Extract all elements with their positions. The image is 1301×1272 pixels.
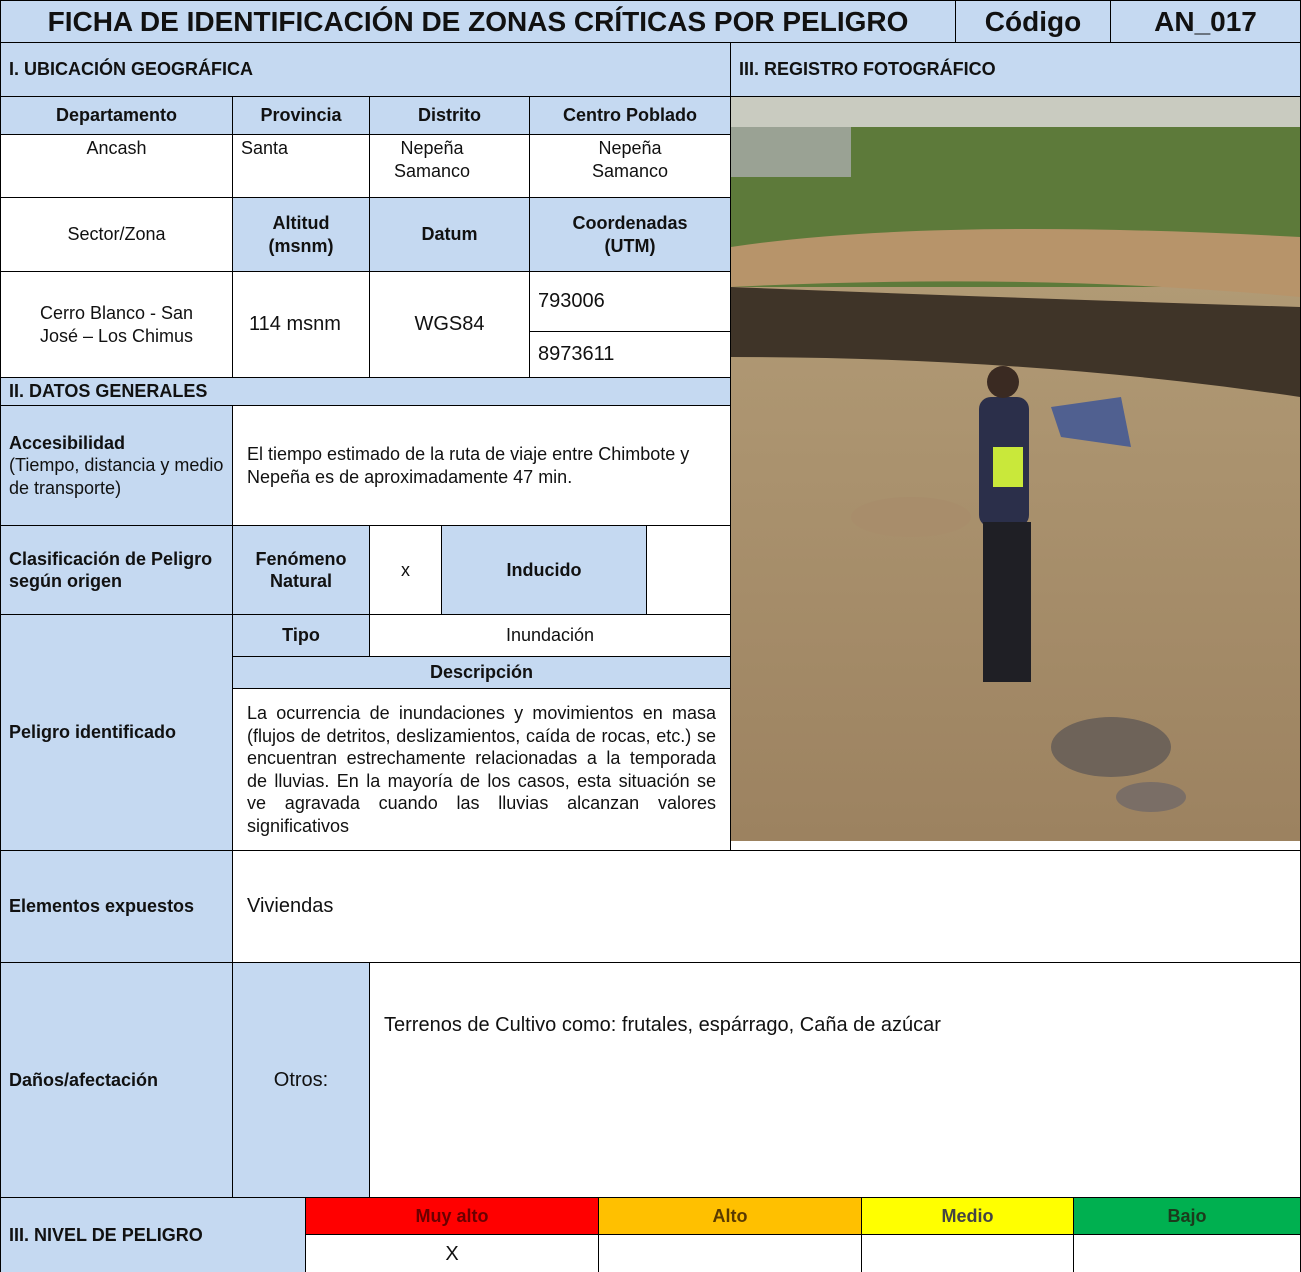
text-cell: Terrenos de Cultivo como: frutales, espá… [369, 962, 1301, 1198]
header-cell: Datum [369, 197, 530, 272]
label-cell: Accesibilidad (Tiempo, distancia y medio… [0, 405, 233, 526]
value-cell: 114 msnm [232, 271, 370, 378]
label-cell: Clasificación de Peligro según origen [0, 525, 233, 615]
value-cell: Cerro Blanco - San José – Los Chimus [0, 271, 233, 378]
section-title: II. DATOS GENERALES [0, 377, 731, 406]
value-cell: Inundación [369, 614, 731, 657]
empty-cell [646, 525, 731, 615]
value-cell: Nepeña Samanco [369, 134, 530, 198]
section-title: I. UBICACIÓN GEOGRÁFICA [0, 42, 731, 97]
header-cell: Altitud (msnm) [232, 197, 370, 272]
level-mark: X [305, 1234, 599, 1272]
title: FICHA DE IDENTIFICACIÓN DE ZONAS CRÍTICA… [0, 0, 956, 43]
photo-cell [730, 96, 1301, 851]
header-cell: Distrito [369, 96, 530, 135]
value-cell: Ancash [0, 134, 233, 198]
label-cell: Tipo [232, 614, 370, 657]
code-label: Código [955, 0, 1111, 43]
label-cell: Elementos expuestos [0, 850, 233, 963]
value-cell: Santa [232, 134, 370, 198]
value-cell: 8973611 [529, 331, 731, 378]
level-header: Medio [861, 1197, 1074, 1235]
level-empty [1073, 1234, 1301, 1272]
level-empty [598, 1234, 862, 1272]
mark-cell: x [369, 525, 442, 615]
text-cell: El tiempo estimado de la ruta de viaje e… [232, 405, 731, 526]
section-title: III. REGISTRO FOTOGRÁFICO [730, 42, 1301, 97]
level-header: Alto [598, 1197, 862, 1235]
photo [731, 97, 1300, 841]
code: AN_017 [1110, 0, 1301, 43]
value-cell: 793006 [529, 271, 731, 332]
label: Accesibilidad [9, 432, 126, 453]
label-cell: Inducido [441, 525, 647, 615]
value-cell: Viviendas [232, 850, 1301, 963]
label-cell: Daños/afectación [0, 962, 233, 1198]
label-cell: III. NIVEL DE PELIGRO [0, 1197, 306, 1272]
level-header: Muy alto [305, 1197, 599, 1235]
header-cell: Provincia [232, 96, 370, 135]
level-empty [861, 1234, 1074, 1272]
value-cell: WGS84 [369, 271, 530, 378]
label-cell: Descripción [232, 656, 731, 689]
header-cell: Sector/Zona [0, 197, 233, 272]
label-cell: Fenómeno Natural [232, 525, 370, 615]
header-cell: Centro Poblado [529, 96, 731, 135]
header-cell: Departamento [0, 96, 233, 135]
value-cell: Nepeña Samanco [529, 134, 731, 198]
label-cell: Otros: [232, 962, 370, 1198]
label-sub: (Tiempo, distancia y medio de transporte… [9, 455, 224, 498]
text-cell: La ocurrencia de inundaciones y movimien… [232, 688, 731, 851]
level-header: Bajo [1073, 1197, 1301, 1235]
label-cell: Peligro identificado [0, 614, 233, 851]
header-cell: Coordenadas (UTM) [529, 197, 731, 272]
